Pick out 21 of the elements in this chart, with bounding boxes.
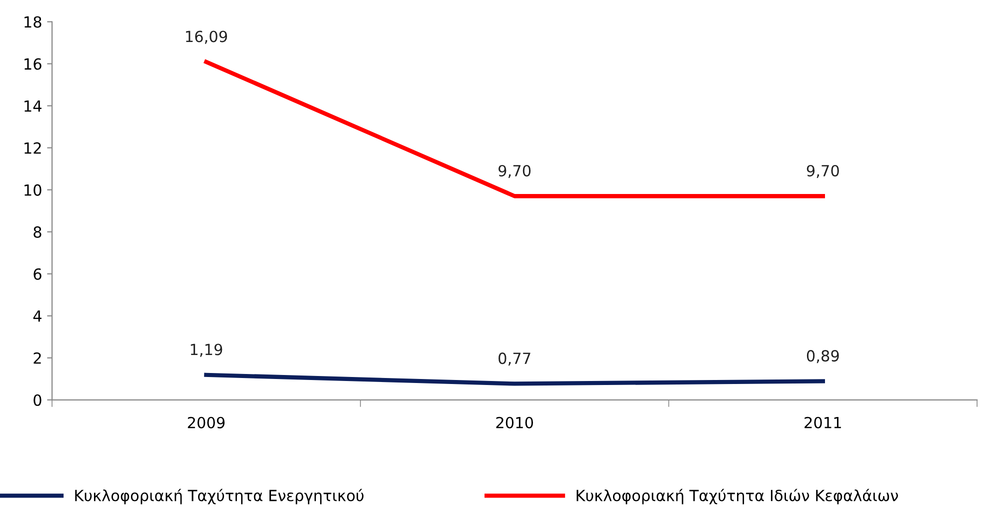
data-label: 0,89: [806, 350, 839, 364]
y-tick-label: 2: [34, 352, 41, 364]
data-label: 16,09: [186, 30, 228, 44]
y-tick-label: 10: [24, 184, 42, 196]
data-label: 1,19: [190, 344, 222, 357]
y-tick-label: 8: [34, 226, 42, 238]
data-label: 0,77: [498, 352, 530, 366]
y-tick-label: 0: [34, 394, 42, 406]
data-label: 9,70: [498, 164, 531, 178]
x-tick-label: 2010: [496, 416, 533, 428]
x-tick-label: 2009: [188, 416, 225, 428]
y-tick-label: 14: [24, 100, 42, 112]
data-label: 9,70: [806, 164, 839, 178]
legend-label: Κυκλοφοριακή Ταχύτητα Ενεργητικού: [75, 488, 364, 504]
y-tick-label: 18: [24, 16, 42, 28]
y-tick-label: 6: [34, 268, 42, 280]
x-tick-label: 2011: [804, 416, 841, 428]
y-tick-label: 12: [24, 142, 41, 154]
y-tick-label: 4: [33, 310, 42, 322]
y-tick-label: 16: [24, 58, 42, 70]
legend-label: Κυκλοφοριακή Ταχύτητα Ιδιών Κεφαλάιων: [576, 488, 898, 504]
